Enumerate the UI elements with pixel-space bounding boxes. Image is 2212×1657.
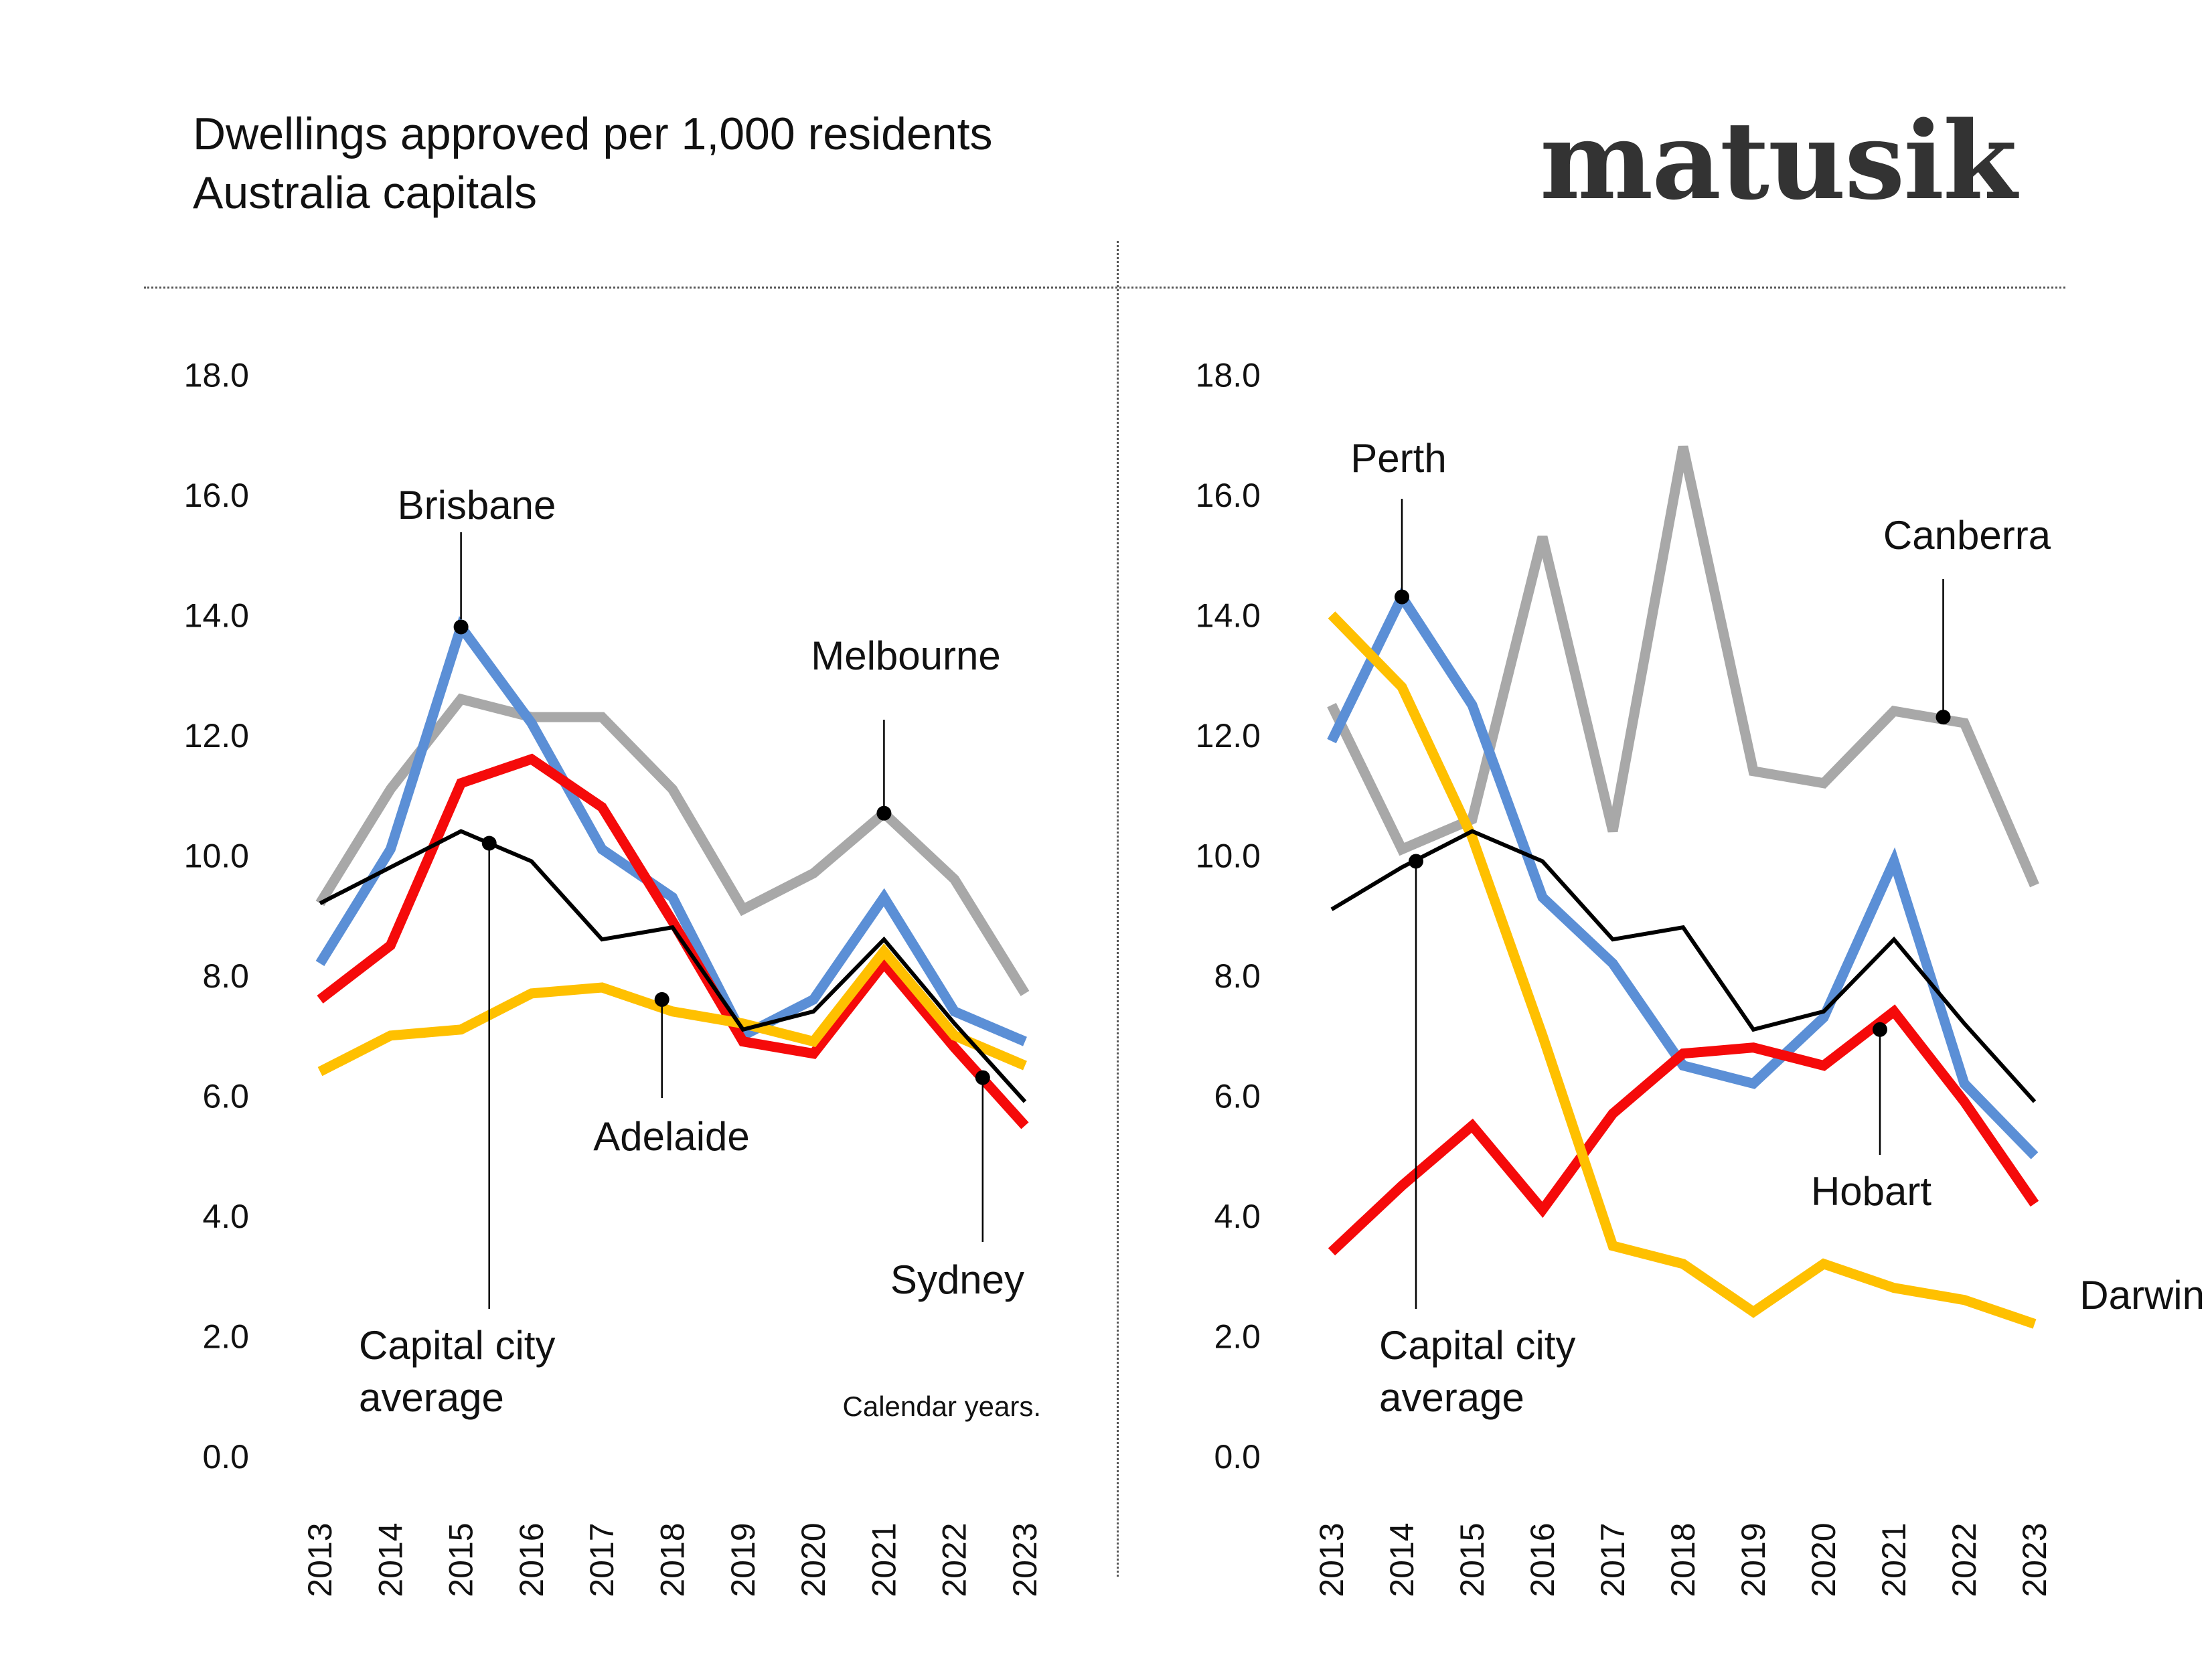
annotation-marker-capital-city-average bbox=[1409, 854, 1423, 869]
annotation-marker-brisbane bbox=[453, 619, 469, 635]
x-tick-label: 2022 bbox=[936, 1522, 973, 1597]
annotation-marker-canberra bbox=[1936, 710, 1951, 725]
annotation-label-brisbane: Brisbane bbox=[398, 483, 556, 528]
annotation-label-line: Hobart bbox=[1811, 1169, 1931, 1214]
x-tick-label: 2020 bbox=[795, 1522, 832, 1597]
series-line-brisbane bbox=[315, 616, 1027, 1046]
annotation-label-line: average bbox=[1379, 1375, 1524, 1420]
chart-subtitle: Australia capitals bbox=[193, 167, 538, 218]
x-tick-label: 2014 bbox=[1383, 1522, 1421, 1597]
x-tick-label: 2015 bbox=[443, 1522, 480, 1597]
y-tick-label: 4.0 bbox=[202, 1198, 249, 1235]
x-tick-label: 2019 bbox=[724, 1522, 762, 1597]
y-tick-label: 12.0 bbox=[1196, 717, 1261, 755]
x-tick-label: 2013 bbox=[301, 1522, 339, 1597]
x-tick-label: 2015 bbox=[1453, 1522, 1491, 1597]
left-line-chart: 0.0 2.0 4.0 6.0 8.0 10.0 12.0 14.0 16.0 18.0 2013 2… bbox=[184, 357, 1044, 1597]
y-tick-label: 2.0 bbox=[1214, 1318, 1261, 1356]
annotation-label-line: Melbourne bbox=[811, 633, 1001, 678]
annotation-label-line: Canberra bbox=[1883, 513, 2051, 558]
x-tick-label: 2013 bbox=[1313, 1522, 1350, 1597]
annotation-label-line: Adelaide bbox=[593, 1114, 750, 1159]
annotation-label-melbourne: Melbourne bbox=[811, 633, 1001, 678]
x-tick-label: 2016 bbox=[513, 1522, 550, 1597]
y-tick-label: 14.0 bbox=[184, 597, 249, 635]
annotation-marker-melbourne bbox=[876, 805, 892, 821]
annotation-marker-capital-city-average bbox=[481, 836, 497, 851]
y-tick-label: 0.0 bbox=[202, 1438, 249, 1476]
x-tick-label: 2021 bbox=[1875, 1522, 1913, 1597]
y-tick-label: 18.0 bbox=[1196, 357, 1261, 394]
annotation-label-adelaide: Adelaide bbox=[593, 1114, 750, 1159]
annotation-label-line: Darwin bbox=[2079, 1273, 2205, 1318]
x-tick-label: 2018 bbox=[1664, 1522, 1702, 1597]
series-line-adelaide bbox=[317, 943, 1027, 1077]
series-line-canberra bbox=[1327, 445, 2039, 888]
series-line-darwin bbox=[1328, 611, 2037, 1329]
y-tick-label: 6.0 bbox=[1214, 1078, 1261, 1115]
annotation-label-capital-city-average: Capital city average bbox=[359, 1323, 555, 1420]
series-line-melbourne bbox=[315, 693, 1030, 996]
x-tick-label: 2021 bbox=[865, 1522, 902, 1597]
x-tick-label: 2022 bbox=[1946, 1522, 1983, 1597]
chart-note: Calendar years. bbox=[843, 1391, 1041, 1422]
y-tick-label: 18.0 bbox=[184, 357, 249, 394]
panel-divider bbox=[1117, 241, 1119, 1577]
y-tick-label: 14.0 bbox=[1196, 597, 1261, 635]
annotation-marker-hobart bbox=[1873, 1022, 1887, 1037]
y-tick-label: 8.0 bbox=[202, 957, 249, 995]
annotation-label-perth: Perth bbox=[1350, 436, 1446, 481]
annotation-label-capital-city-average: Capital city average bbox=[1379, 1323, 1575, 1420]
header-divider bbox=[144, 287, 2065, 289]
x-tick-label: 2023 bbox=[2016, 1522, 2053, 1597]
x-tick-label: 2020 bbox=[1805, 1522, 1842, 1597]
x-tick-label: 2014 bbox=[372, 1522, 409, 1597]
series-line-sydney bbox=[317, 753, 1029, 1129]
annotation-label-line: Capital city bbox=[359, 1323, 555, 1368]
annotation-marker-sydney bbox=[975, 1070, 990, 1085]
y-tick-label: 4.0 bbox=[1214, 1198, 1261, 1235]
right-line-chart: 0.0 2.0 4.0 6.0 8.0 10.0 12.0 14.0 16.0 18.0 2013 2… bbox=[1196, 357, 2205, 1597]
y-tick-label: 10.0 bbox=[1196, 838, 1261, 875]
annotation-label-sydney: Sydney bbox=[890, 1257, 1024, 1302]
y-tick-label: 0.0 bbox=[1214, 1438, 1261, 1476]
y-tick-label: 6.0 bbox=[202, 1078, 249, 1115]
y-tick-label: 2.0 bbox=[202, 1318, 249, 1356]
x-tick-label: 2017 bbox=[583, 1522, 621, 1597]
series-line-perth bbox=[1327, 586, 2039, 1160]
annotation-marker-perth bbox=[1395, 589, 1409, 605]
brand-logo: matusik bbox=[1540, 98, 2017, 224]
chart-title: Dwellings approved per 1,000 residents bbox=[193, 108, 993, 159]
annotation-label-line: Sydney bbox=[890, 1257, 1024, 1302]
series-line-capital-city-average bbox=[319, 829, 1027, 1103]
x-tick-label: 2018 bbox=[654, 1522, 692, 1597]
annotation-marker-adelaide bbox=[654, 992, 669, 1007]
annotation-label-line: Brisbane bbox=[398, 483, 556, 528]
y-tick-label: 16.0 bbox=[184, 477, 249, 514]
y-tick-label: 16.0 bbox=[1196, 477, 1261, 514]
x-tick-label: 2016 bbox=[1524, 1522, 1561, 1597]
y-tick-label: 8.0 bbox=[1214, 957, 1261, 995]
series-line-hobart bbox=[1328, 1004, 2039, 1256]
series-line-capital-city-average bbox=[1330, 829, 2037, 1103]
y-tick-label: 12.0 bbox=[184, 717, 249, 755]
y-tick-label: 10.0 bbox=[184, 838, 249, 875]
x-tick-label: 2017 bbox=[1594, 1522, 1632, 1597]
x-tick-label: 2019 bbox=[1735, 1522, 1772, 1597]
annotation-label-line: average bbox=[359, 1375, 504, 1420]
annotation-label-canberra: Canberra bbox=[1883, 513, 2051, 558]
x-tick-label: 2023 bbox=[1006, 1522, 1044, 1597]
annotation-label-darwin: Darwin bbox=[2079, 1273, 2205, 1318]
annotation-label-line: Capital city bbox=[1379, 1323, 1575, 1368]
annotation-label-hobart: Hobart bbox=[1811, 1169, 1931, 1214]
annotation-label-line: Perth bbox=[1350, 436, 1446, 481]
